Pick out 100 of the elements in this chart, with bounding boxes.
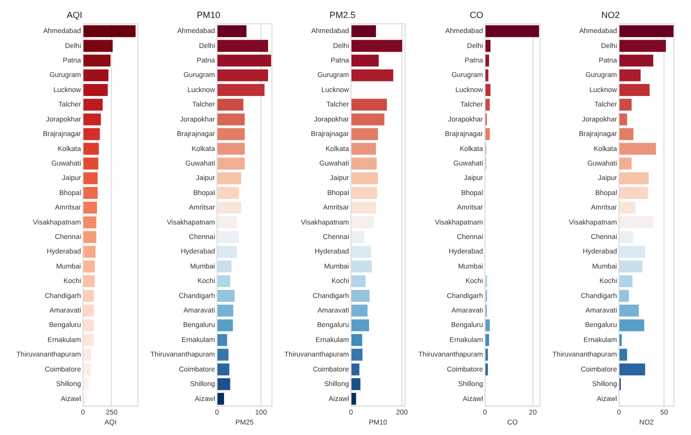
bar bbox=[486, 128, 490, 140]
chart-title: AQI bbox=[66, 10, 82, 20]
bar bbox=[486, 319, 490, 332]
bar bbox=[218, 54, 272, 67]
bar bbox=[84, 25, 136, 38]
bar bbox=[352, 392, 356, 405]
chart-title: PM10 bbox=[196, 10, 220, 20]
bar bbox=[352, 158, 377, 170]
bar bbox=[352, 142, 376, 155]
bar bbox=[352, 186, 378, 199]
bar bbox=[218, 246, 237, 258]
bar bbox=[218, 216, 237, 228]
bar bbox=[486, 98, 490, 111]
bar bbox=[620, 202, 636, 214]
bar bbox=[352, 231, 364, 244]
bar bbox=[486, 54, 490, 67]
bar bbox=[620, 84, 650, 96]
bar bbox=[218, 290, 235, 302]
bar bbox=[84, 392, 87, 405]
bar bbox=[84, 172, 98, 184]
bar bbox=[486, 69, 488, 82]
bar bbox=[352, 290, 370, 302]
bar bbox=[620, 142, 656, 155]
bar bbox=[84, 216, 96, 228]
bar bbox=[620, 216, 654, 228]
bar bbox=[84, 260, 95, 272]
bar bbox=[84, 158, 98, 170]
bar bbox=[84, 69, 108, 82]
bar bbox=[352, 348, 362, 361]
bar bbox=[84, 348, 92, 361]
bar bbox=[84, 246, 96, 258]
chart-title: CO bbox=[470, 10, 484, 20]
bar bbox=[218, 113, 245, 126]
bar bbox=[620, 275, 633, 288]
bar bbox=[218, 392, 224, 405]
bar bbox=[620, 128, 634, 140]
bar bbox=[352, 98, 387, 111]
bar bbox=[218, 172, 242, 184]
bar bbox=[218, 128, 245, 140]
bar bbox=[84, 186, 98, 199]
bar bbox=[620, 348, 628, 361]
bar bbox=[352, 128, 378, 140]
bar bbox=[352, 54, 379, 67]
bar bbox=[84, 231, 96, 244]
bar bbox=[84, 142, 99, 155]
bar bbox=[84, 113, 101, 126]
bar bbox=[620, 260, 642, 272]
bar bbox=[218, 260, 232, 272]
bar bbox=[218, 142, 245, 155]
bar bbox=[84, 84, 108, 96]
bar bbox=[486, 334, 490, 346]
bar bbox=[486, 84, 490, 96]
bar bbox=[218, 69, 268, 82]
bar bbox=[620, 40, 666, 52]
bar bbox=[486, 25, 540, 38]
bar bbox=[352, 202, 376, 214]
bar bbox=[218, 202, 242, 214]
bar bbox=[620, 69, 641, 82]
bar bbox=[352, 40, 402, 52]
bar bbox=[84, 202, 97, 214]
bar bbox=[218, 348, 228, 361]
bar bbox=[84, 128, 100, 140]
bar bbox=[218, 40, 268, 52]
bar bbox=[84, 40, 113, 52]
bar bbox=[620, 304, 639, 317]
bar bbox=[84, 54, 110, 67]
bar bbox=[620, 290, 629, 302]
bar bbox=[352, 172, 378, 184]
bar bbox=[218, 275, 230, 288]
bar bbox=[352, 334, 362, 346]
bar bbox=[84, 275, 95, 288]
bar bbox=[352, 319, 370, 332]
bar bbox=[620, 363, 646, 376]
bar bbox=[352, 246, 372, 258]
bar bbox=[620, 319, 644, 332]
bar bbox=[218, 25, 246, 38]
chart-title: PM2.5 bbox=[329, 10, 356, 20]
bar bbox=[620, 172, 649, 184]
bar bbox=[218, 363, 230, 376]
bar bbox=[620, 231, 634, 244]
bar bbox=[218, 378, 230, 390]
bar bbox=[620, 158, 632, 170]
bar bbox=[352, 363, 360, 376]
bar bbox=[620, 54, 654, 67]
bar bbox=[218, 319, 233, 332]
bar bbox=[84, 319, 94, 332]
bar bbox=[84, 363, 91, 376]
bar bbox=[218, 186, 239, 199]
bar bbox=[352, 260, 372, 272]
bar bbox=[84, 378, 89, 390]
bar bbox=[620, 98, 632, 111]
bar bbox=[84, 334, 94, 346]
bar bbox=[352, 25, 376, 38]
bar bbox=[352, 304, 368, 317]
bar bbox=[620, 25, 674, 38]
bar bbox=[352, 69, 394, 82]
bar bbox=[352, 378, 360, 390]
bar bbox=[620, 246, 646, 258]
bar bbox=[218, 334, 228, 346]
bar bbox=[218, 304, 234, 317]
